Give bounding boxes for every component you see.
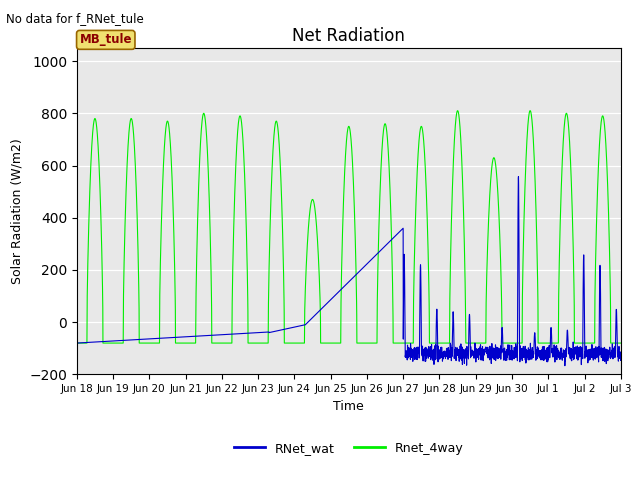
Rnet_4way xyxy=(225,340,232,346)
Legend: RNet_wat, Rnet_4way: RNet_wat, Rnet_4way xyxy=(229,436,468,459)
Rnet_4way xyxy=(73,340,81,346)
Rnet_4way xyxy=(412,223,419,229)
RNet_wat xyxy=(402,348,410,354)
RNet_wat xyxy=(412,352,419,358)
RNet_wat xyxy=(617,358,625,363)
Rnet_4way xyxy=(402,340,410,346)
RNet_wat xyxy=(617,352,625,358)
Text: No data for f_RNet_tule: No data for f_RNet_tule xyxy=(6,12,144,25)
Rnet_4way xyxy=(189,340,197,346)
RNet_wat xyxy=(566,348,573,354)
Line: RNet_wat: RNet_wat xyxy=(77,177,621,366)
Rnet_4way xyxy=(526,108,534,114)
Line: Rnet_4way: Rnet_4way xyxy=(77,111,621,343)
Rnet_4way xyxy=(617,340,625,346)
Title: Net Radiation: Net Radiation xyxy=(292,27,405,45)
Y-axis label: Solar Radiation (W/m2): Solar Radiation (W/m2) xyxy=(11,138,24,284)
Text: MB_tule: MB_tule xyxy=(79,34,132,47)
Rnet_4way xyxy=(565,133,573,139)
RNet_wat xyxy=(225,331,232,337)
RNet_wat xyxy=(73,340,81,346)
RNet_wat xyxy=(515,174,522,180)
RNet_wat xyxy=(189,334,197,339)
RNet_wat xyxy=(561,363,569,369)
Rnet_4way xyxy=(617,340,625,346)
X-axis label: Time: Time xyxy=(333,400,364,413)
